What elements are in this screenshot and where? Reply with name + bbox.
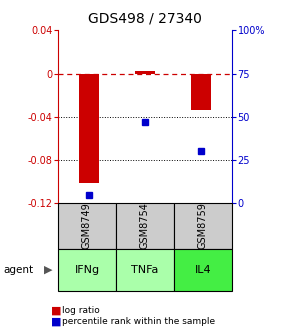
Bar bbox=[58, 249, 116, 291]
Text: agent: agent bbox=[3, 265, 33, 275]
Text: ■: ■ bbox=[51, 306, 61, 316]
Text: GSM8749: GSM8749 bbox=[82, 203, 92, 249]
Bar bbox=[174, 203, 232, 249]
Text: ▶: ▶ bbox=[44, 265, 52, 275]
Text: TNFa: TNFa bbox=[131, 265, 159, 275]
Bar bbox=[174, 249, 232, 291]
Bar bbox=[116, 249, 174, 291]
Bar bbox=[191, 74, 211, 110]
Text: log ratio: log ratio bbox=[62, 306, 100, 315]
Text: IL4: IL4 bbox=[195, 265, 211, 275]
Text: percentile rank within the sample: percentile rank within the sample bbox=[62, 318, 215, 326]
Text: GSM8754: GSM8754 bbox=[140, 203, 150, 249]
Bar bbox=[58, 203, 116, 249]
Text: IFNg: IFNg bbox=[75, 265, 99, 275]
Text: GSM8759: GSM8759 bbox=[198, 203, 208, 249]
Bar bbox=[79, 74, 99, 183]
Bar bbox=[135, 71, 155, 74]
Text: ■: ■ bbox=[51, 317, 61, 327]
Bar bbox=[116, 203, 174, 249]
Text: GDS498 / 27340: GDS498 / 27340 bbox=[88, 12, 202, 26]
